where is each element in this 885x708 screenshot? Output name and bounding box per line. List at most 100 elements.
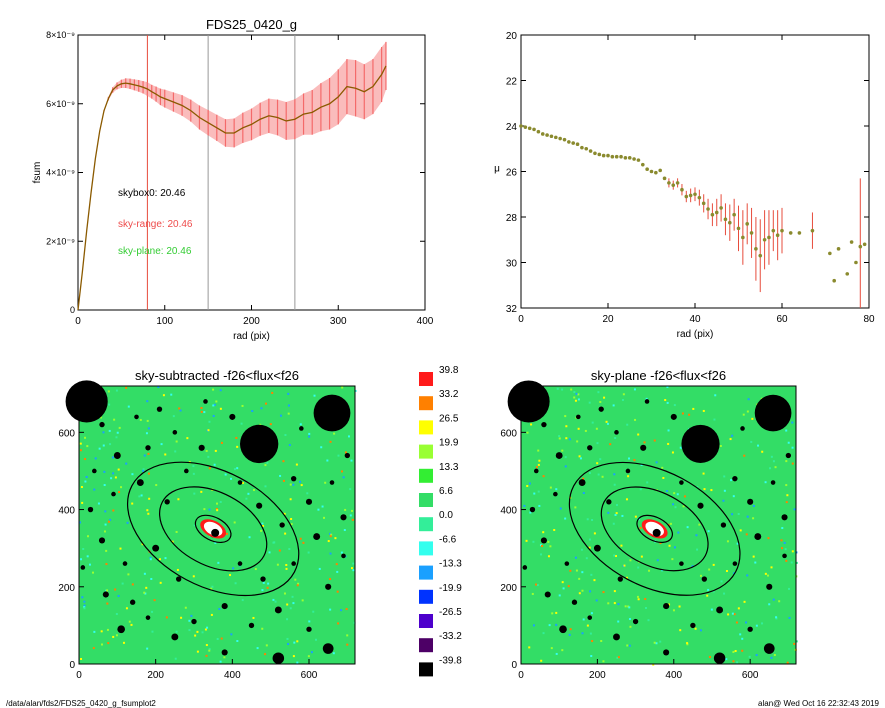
mask-circle (305, 498, 313, 505)
noise-pixel (213, 403, 216, 406)
noise-pixel (279, 474, 282, 477)
noise-pixel (114, 476, 117, 479)
noise-pixel (261, 589, 264, 592)
noise-pixel (558, 594, 561, 597)
noise-pixel (265, 644, 268, 647)
noise-pixel (287, 392, 290, 395)
noise-pixel (537, 449, 540, 452)
mask-circle (690, 622, 696, 629)
noise-pixel (573, 396, 576, 399)
noise-pixel (707, 588, 710, 591)
noise-pixel (613, 473, 616, 476)
noise-pixel (252, 616, 255, 619)
mask-circle (99, 421, 105, 428)
data-point-mu (523, 125, 528, 129)
noise-pixel (735, 621, 738, 624)
data-point-mu (849, 240, 854, 244)
noise-pixel (585, 557, 588, 560)
noise-pixel (143, 454, 146, 457)
data-point-mu (749, 231, 754, 235)
noise-pixel (153, 599, 156, 602)
mask-circle (587, 445, 593, 451)
noise-pixel (262, 524, 265, 527)
noise-pixel (615, 512, 618, 515)
noise-pixel (233, 521, 236, 524)
noise-pixel (677, 531, 680, 534)
mask-circle (571, 599, 578, 605)
noise-pixel (170, 393, 173, 396)
noise-pixel (241, 481, 244, 484)
noise-pixel (144, 592, 147, 595)
mask-circle (663, 649, 670, 656)
noise-pixel (746, 410, 749, 413)
noise-pixel (526, 485, 529, 488)
noise-pixel (615, 504, 618, 507)
noise-pixel (637, 566, 640, 569)
noise-pixel (299, 423, 302, 426)
noise-pixel (178, 407, 181, 410)
noise-pixel (526, 431, 529, 434)
noise-pixel (86, 445, 89, 448)
noise-pixel (261, 627, 264, 630)
data-point-mu (688, 193, 693, 198)
noise-pixel (589, 632, 592, 635)
mask-circle (313, 394, 351, 432)
aperture-ellipse (194, 514, 232, 544)
noise-pixel (128, 620, 131, 623)
noise-pixel (172, 415, 175, 418)
noise-pixel (229, 574, 232, 577)
noise-pixel (785, 429, 788, 432)
noise-pixel (121, 582, 124, 585)
noise-pixel (549, 545, 552, 548)
noise-pixel (703, 488, 706, 491)
data-point-mu (558, 136, 562, 141)
data-point-mu (527, 126, 532, 131)
mask-circle (720, 522, 727, 528)
heatmap-frame (78, 385, 356, 665)
noise-pixel (151, 630, 154, 633)
data-point-mu (623, 156, 628, 160)
noise-pixel (149, 558, 152, 561)
noise-pixel (739, 529, 742, 532)
colorbar-swatch (419, 614, 433, 628)
noise-pixel (555, 488, 558, 491)
noise-pixel (232, 567, 235, 570)
mask-circle (191, 618, 197, 625)
noise-pixel (140, 494, 143, 497)
noise-pixel (131, 583, 134, 586)
noise-pixel (332, 652, 335, 655)
noise-pixel (207, 455, 210, 458)
noise-pixel (114, 588, 117, 591)
data-point-mu (601, 153, 606, 158)
mask-circle (625, 468, 631, 474)
noise-pixel (625, 576, 628, 579)
noise-pixel (86, 535, 89, 538)
noise-pixel (216, 502, 219, 505)
noise-pixel (578, 455, 581, 458)
noise-pixel (551, 612, 554, 615)
noise-pixel (194, 634, 197, 637)
heatmap-y-tick-label: 400 (500, 506, 517, 517)
noise-pixel (117, 594, 120, 597)
noise-pixel (193, 492, 196, 495)
noise-pixel (739, 633, 742, 636)
mask-circle (606, 499, 612, 505)
noise-pixel (292, 655, 295, 658)
noise-pixel (84, 436, 87, 439)
noise-pixel (577, 398, 580, 401)
noise-pixel (116, 431, 119, 434)
noise-pixel (298, 480, 301, 483)
noise-pixel (741, 637, 744, 640)
mask-circle (80, 565, 86, 570)
noise-pixel (564, 456, 567, 459)
noise-pixel (125, 607, 128, 610)
noise-pixel (754, 561, 757, 564)
data-point-mu (697, 195, 702, 200)
mask-circle (632, 618, 639, 625)
noise-pixel (208, 508, 211, 511)
data-point-mu (780, 228, 784, 233)
noise-pixel (751, 417, 754, 420)
data-point-mu (619, 154, 623, 159)
noise-pixel (104, 523, 107, 526)
noise-pixel (590, 655, 593, 658)
